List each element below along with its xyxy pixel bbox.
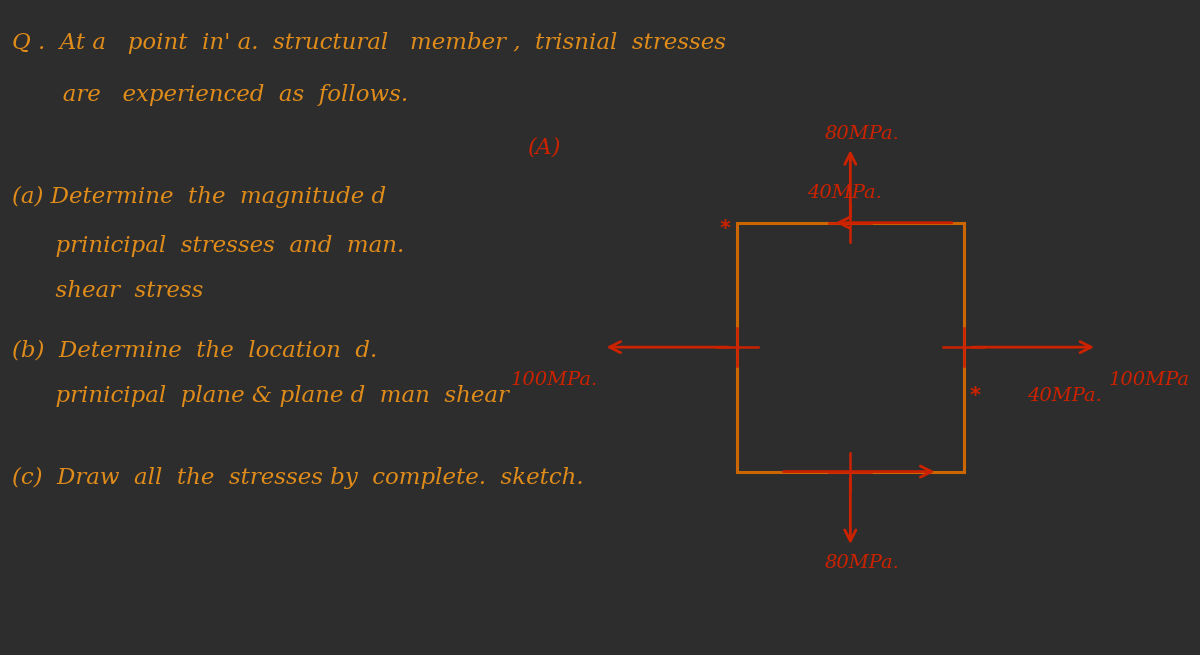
Text: shear  stress: shear stress (12, 280, 203, 303)
Text: *: * (720, 219, 731, 239)
Text: 100MPa.: 100MPa. (510, 371, 598, 389)
Text: Q .  At a   point  in' a.  structural   member ,  trisnial  stresses: Q . At a point in' a. structural member … (12, 31, 726, 54)
Text: are   experienced  as  follows.: are experienced as follows. (12, 84, 408, 106)
Text: *: * (970, 386, 980, 406)
Text: (c)  Draw  all  the  stresses by  complete.  sketch.: (c) Draw all the stresses by complete. s… (12, 467, 583, 489)
Text: 80MPa.: 80MPa. (824, 554, 899, 572)
Text: 40MPa.: 40MPa. (808, 184, 882, 202)
Text: (a) Determine  the  magnitude d: (a) Determine the magnitude d (12, 185, 385, 208)
Text: 100MPa: 100MPa (1109, 371, 1189, 389)
Text: 40MPa.: 40MPa. (1027, 387, 1103, 405)
Text: (b)  Determine  the  location  d.: (b) Determine the location d. (12, 339, 377, 362)
Text: (A): (A) (528, 136, 562, 159)
Text: 80MPa.: 80MPa. (824, 125, 899, 143)
Text: prinicipal  plane & plane d  man  shear: prinicipal plane & plane d man shear (12, 385, 509, 407)
Bar (737, 223, 964, 472)
Text: prinicipal  stresses  and  man.: prinicipal stresses and man. (12, 234, 404, 257)
